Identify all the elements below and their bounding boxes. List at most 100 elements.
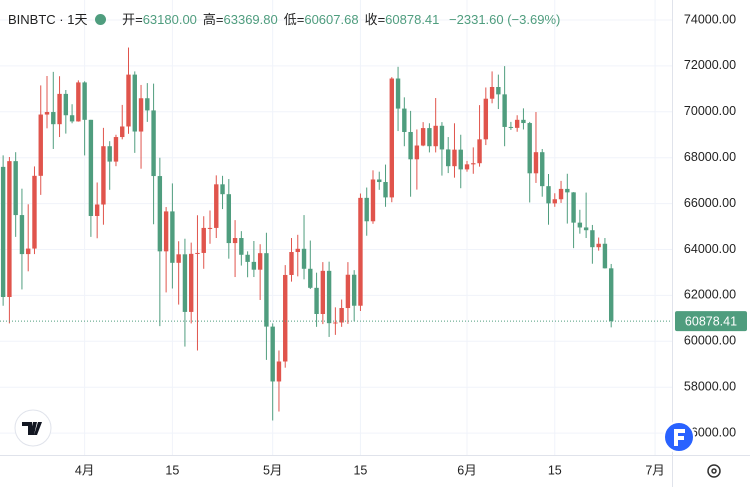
candle-body — [351, 274, 357, 306]
candle-body — [283, 274, 288, 362]
ohlc-fields: 开=63180.00 高=63369.80 低=60607.68 收=60878.41 — [122, 12, 445, 27]
candle — [32, 166, 37, 255]
candle-body — [151, 110, 156, 177]
candle — [333, 307, 338, 335]
candle-body — [508, 126, 514, 128]
candle — [420, 122, 426, 147]
candle — [63, 89, 69, 134]
candle-body — [339, 308, 344, 323]
candle — [214, 175, 219, 239]
change: −2331.60 (−3.69%) — [449, 12, 561, 27]
candle-body — [226, 194, 232, 244]
candle — [546, 173, 551, 225]
candle-body — [452, 149, 457, 167]
candle-body — [32, 175, 37, 249]
candle-body — [157, 176, 163, 252]
x-tick-label: 5月 — [263, 463, 282, 477]
y-tick-label: 68000.00 — [684, 150, 736, 164]
candle — [264, 232, 269, 360]
candle-body — [138, 98, 144, 132]
candle-body — [132, 74, 137, 132]
candle — [414, 129, 420, 190]
candle — [596, 237, 601, 251]
candle-body — [220, 184, 225, 195]
candle-body — [377, 179, 382, 183]
candle — [19, 188, 25, 290]
candle-body — [389, 78, 394, 198]
candle — [514, 115, 520, 132]
candle — [389, 77, 394, 203]
candle — [101, 127, 106, 225]
candle-body — [301, 248, 307, 269]
candle-body — [51, 112, 56, 125]
candle — [496, 74, 501, 110]
candle — [145, 83, 150, 122]
candle — [326, 261, 332, 337]
candle-body — [471, 163, 476, 165]
candle-body — [565, 188, 570, 193]
candle — [289, 238, 294, 282]
candle — [57, 76, 62, 138]
candle — [151, 83, 156, 225]
candle — [521, 108, 526, 130]
candle — [577, 209, 583, 234]
candle-body — [295, 248, 300, 253]
candle — [408, 110, 413, 197]
candle-body — [370, 179, 376, 222]
candle — [489, 71, 495, 104]
x-tick-label: 15 — [165, 463, 179, 477]
status-dot — [95, 14, 107, 25]
candle-body — [358, 197, 363, 306]
candle-body — [571, 192, 576, 223]
candle — [320, 262, 326, 325]
candle — [283, 265, 288, 368]
candle-body — [264, 253, 269, 327]
candle — [157, 157, 163, 327]
candle — [383, 164, 388, 207]
candle — [502, 66, 507, 147]
candle-body — [446, 149, 451, 167]
candle-body — [88, 119, 94, 216]
field-value: 60878.41 — [385, 12, 440, 27]
field-value: 60607.68 — [304, 12, 359, 27]
candle-body — [558, 188, 564, 200]
candle — [558, 180, 564, 203]
candle — [439, 122, 445, 176]
candle — [446, 137, 451, 174]
candle-body — [201, 227, 206, 253]
candle-body — [257, 253, 263, 270]
y-tick-label: 70000.00 — [684, 104, 736, 118]
candle-body — [414, 145, 420, 160]
candle-body — [308, 268, 313, 288]
candle — [51, 71, 56, 149]
candle-body — [364, 197, 369, 222]
candle — [433, 98, 438, 153]
candle — [138, 84, 144, 169]
candle — [113, 134, 119, 167]
candle-body — [458, 149, 463, 170]
y-tick-label: 72000.00 — [684, 58, 736, 72]
candle — [88, 119, 94, 237]
candle-body — [270, 326, 275, 382]
last-price-box — [675, 311, 747, 332]
candle — [38, 85, 43, 195]
candle-body — [314, 287, 319, 314]
candle-body — [232, 238, 238, 244]
candle-body — [590, 230, 595, 248]
candle-body — [596, 243, 601, 248]
candle — [477, 105, 482, 167]
x-tick-label: 6月 — [457, 463, 476, 477]
candle — [395, 66, 401, 132]
candle-body — [207, 227, 213, 229]
x-tick-label: 15 — [548, 463, 562, 477]
candle — [163, 207, 169, 293]
candle-body — [333, 322, 338, 324]
candle-body — [477, 139, 482, 164]
candle-body — [101, 146, 106, 205]
candle — [132, 71, 137, 153]
candle-body — [540, 152, 545, 187]
y-tick-label: 60000.00 — [684, 334, 736, 348]
candle-body — [496, 87, 501, 95]
candle — [565, 173, 570, 224]
